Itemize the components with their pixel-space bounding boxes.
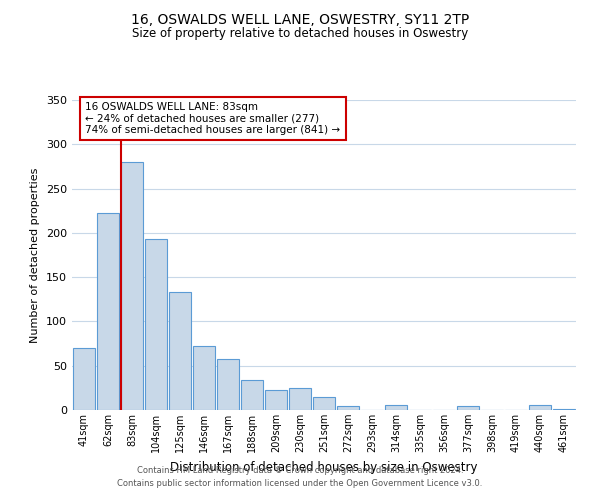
Bar [313, 396, 335, 410]
Bar [457, 406, 479, 410]
Bar [73, 348, 95, 410]
Bar [97, 214, 119, 410]
Text: 16 OSWALDS WELL LANE: 83sqm
← 24% of detached houses are smaller (277)
74% of se: 16 OSWALDS WELL LANE: 83sqm ← 24% of det… [85, 102, 340, 135]
Bar [385, 404, 407, 410]
Bar [193, 346, 215, 410]
Bar [553, 409, 575, 410]
Bar [337, 406, 359, 410]
Text: 16, OSWALDS WELL LANE, OSWESTRY, SY11 2TP: 16, OSWALDS WELL LANE, OSWESTRY, SY11 2T… [131, 12, 469, 26]
Bar [217, 358, 239, 410]
Bar [121, 162, 143, 410]
Text: Contains HM Land Registry data © Crown copyright and database right 2024.
Contai: Contains HM Land Registry data © Crown c… [118, 466, 482, 487]
Bar [241, 380, 263, 410]
Y-axis label: Number of detached properties: Number of detached properties [31, 168, 40, 342]
Bar [169, 292, 191, 410]
Bar [289, 388, 311, 410]
X-axis label: Distribution of detached houses by size in Oswestry: Distribution of detached houses by size … [170, 460, 478, 473]
Bar [529, 404, 551, 410]
Bar [145, 239, 167, 410]
Text: Size of property relative to detached houses in Oswestry: Size of property relative to detached ho… [132, 28, 468, 40]
Bar [265, 390, 287, 410]
